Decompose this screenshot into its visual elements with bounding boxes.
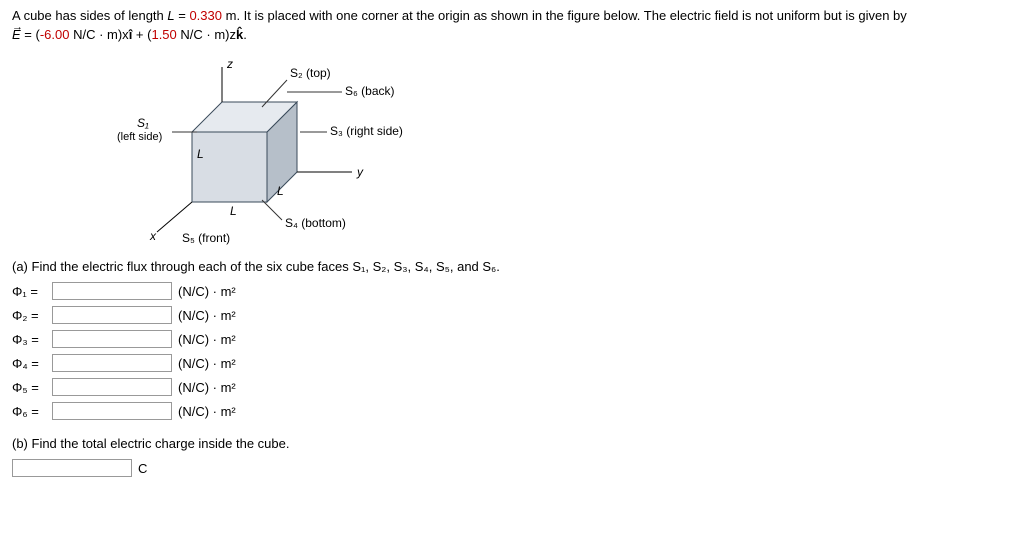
phi4-unit: (N/C) · m² <box>178 356 236 371</box>
phi1-input[interactable] <box>52 282 172 300</box>
problem-line1: A cube has sides of length L = 0.330 m. … <box>12 8 1012 23</box>
svg-text:y: y <box>356 165 364 179</box>
svg-text:L: L <box>230 204 237 218</box>
part-a-prompt: (a) Find the electric flux through each … <box>12 259 1012 274</box>
phi2-label: Φ₂ = <box>12 308 52 323</box>
svg-text:S₃ (right side): S₃ (right side) <box>330 124 403 138</box>
phi3-input[interactable] <box>52 330 172 348</box>
svg-text:S₄ (bottom): S₄ (bottom) <box>285 216 346 230</box>
phi5-label: Φ₅ = <box>12 380 52 395</box>
svg-text:(left side): (left side) <box>117 131 162 143</box>
phi2-row: Φ₂ = (N/C) · m² <box>12 304 1012 326</box>
cube-figure: z y x L L L S₁ (left side) S₂ (top) S₃ (… <box>102 52 1012 247</box>
svg-text:L: L <box>197 147 204 161</box>
phi5-input[interactable] <box>52 378 172 396</box>
phi3-unit: (N/C) · m² <box>178 332 236 347</box>
phi4-input[interactable] <box>52 354 172 372</box>
phi4-row: Φ₄ = (N/C) · m² <box>12 352 1012 374</box>
svg-text:x: x <box>149 229 157 243</box>
phi4-label: Φ₄ = <box>12 356 52 371</box>
charge-input[interactable] <box>12 459 132 477</box>
svg-text:S₂ (top): S₂ (top) <box>290 66 331 80</box>
phi1-unit: (N/C) · m² <box>178 284 236 299</box>
phi3-label: Φ₃ = <box>12 332 52 347</box>
svg-text:S₅ (front): S₅ (front) <box>182 231 230 245</box>
svg-text:S₁: S₁ <box>137 116 149 130</box>
svg-text:S₆ (back): S₆ (back) <box>345 84 395 98</box>
phi1-label: Φ₁ = <box>12 284 52 299</box>
svg-text:z: z <box>226 57 233 71</box>
part-b-prompt: (b) Find the total electric charge insid… <box>12 436 1012 451</box>
phi6-input[interactable] <box>52 402 172 420</box>
phi2-unit: (N/C) · m² <box>178 308 236 323</box>
phi2-input[interactable] <box>52 306 172 324</box>
charge-row: C <box>12 457 1012 479</box>
svg-text:L: L <box>277 184 284 198</box>
problem-line2: →E = (-6.00 N/C · m)xî + (1.50 N/C · m)z… <box>12 27 1012 42</box>
charge-unit: C <box>138 461 147 476</box>
phi1-row: Φ₁ = (N/C) · m² <box>12 280 1012 302</box>
phi5-unit: (N/C) · m² <box>178 380 236 395</box>
phi6-label: Φ₆ = <box>12 404 52 419</box>
phi5-row: Φ₅ = (N/C) · m² <box>12 376 1012 398</box>
phi6-row: Φ₆ = (N/C) · m² <box>12 400 1012 422</box>
phi3-row: Φ₃ = (N/C) · m² <box>12 328 1012 350</box>
phi6-unit: (N/C) · m² <box>178 404 236 419</box>
